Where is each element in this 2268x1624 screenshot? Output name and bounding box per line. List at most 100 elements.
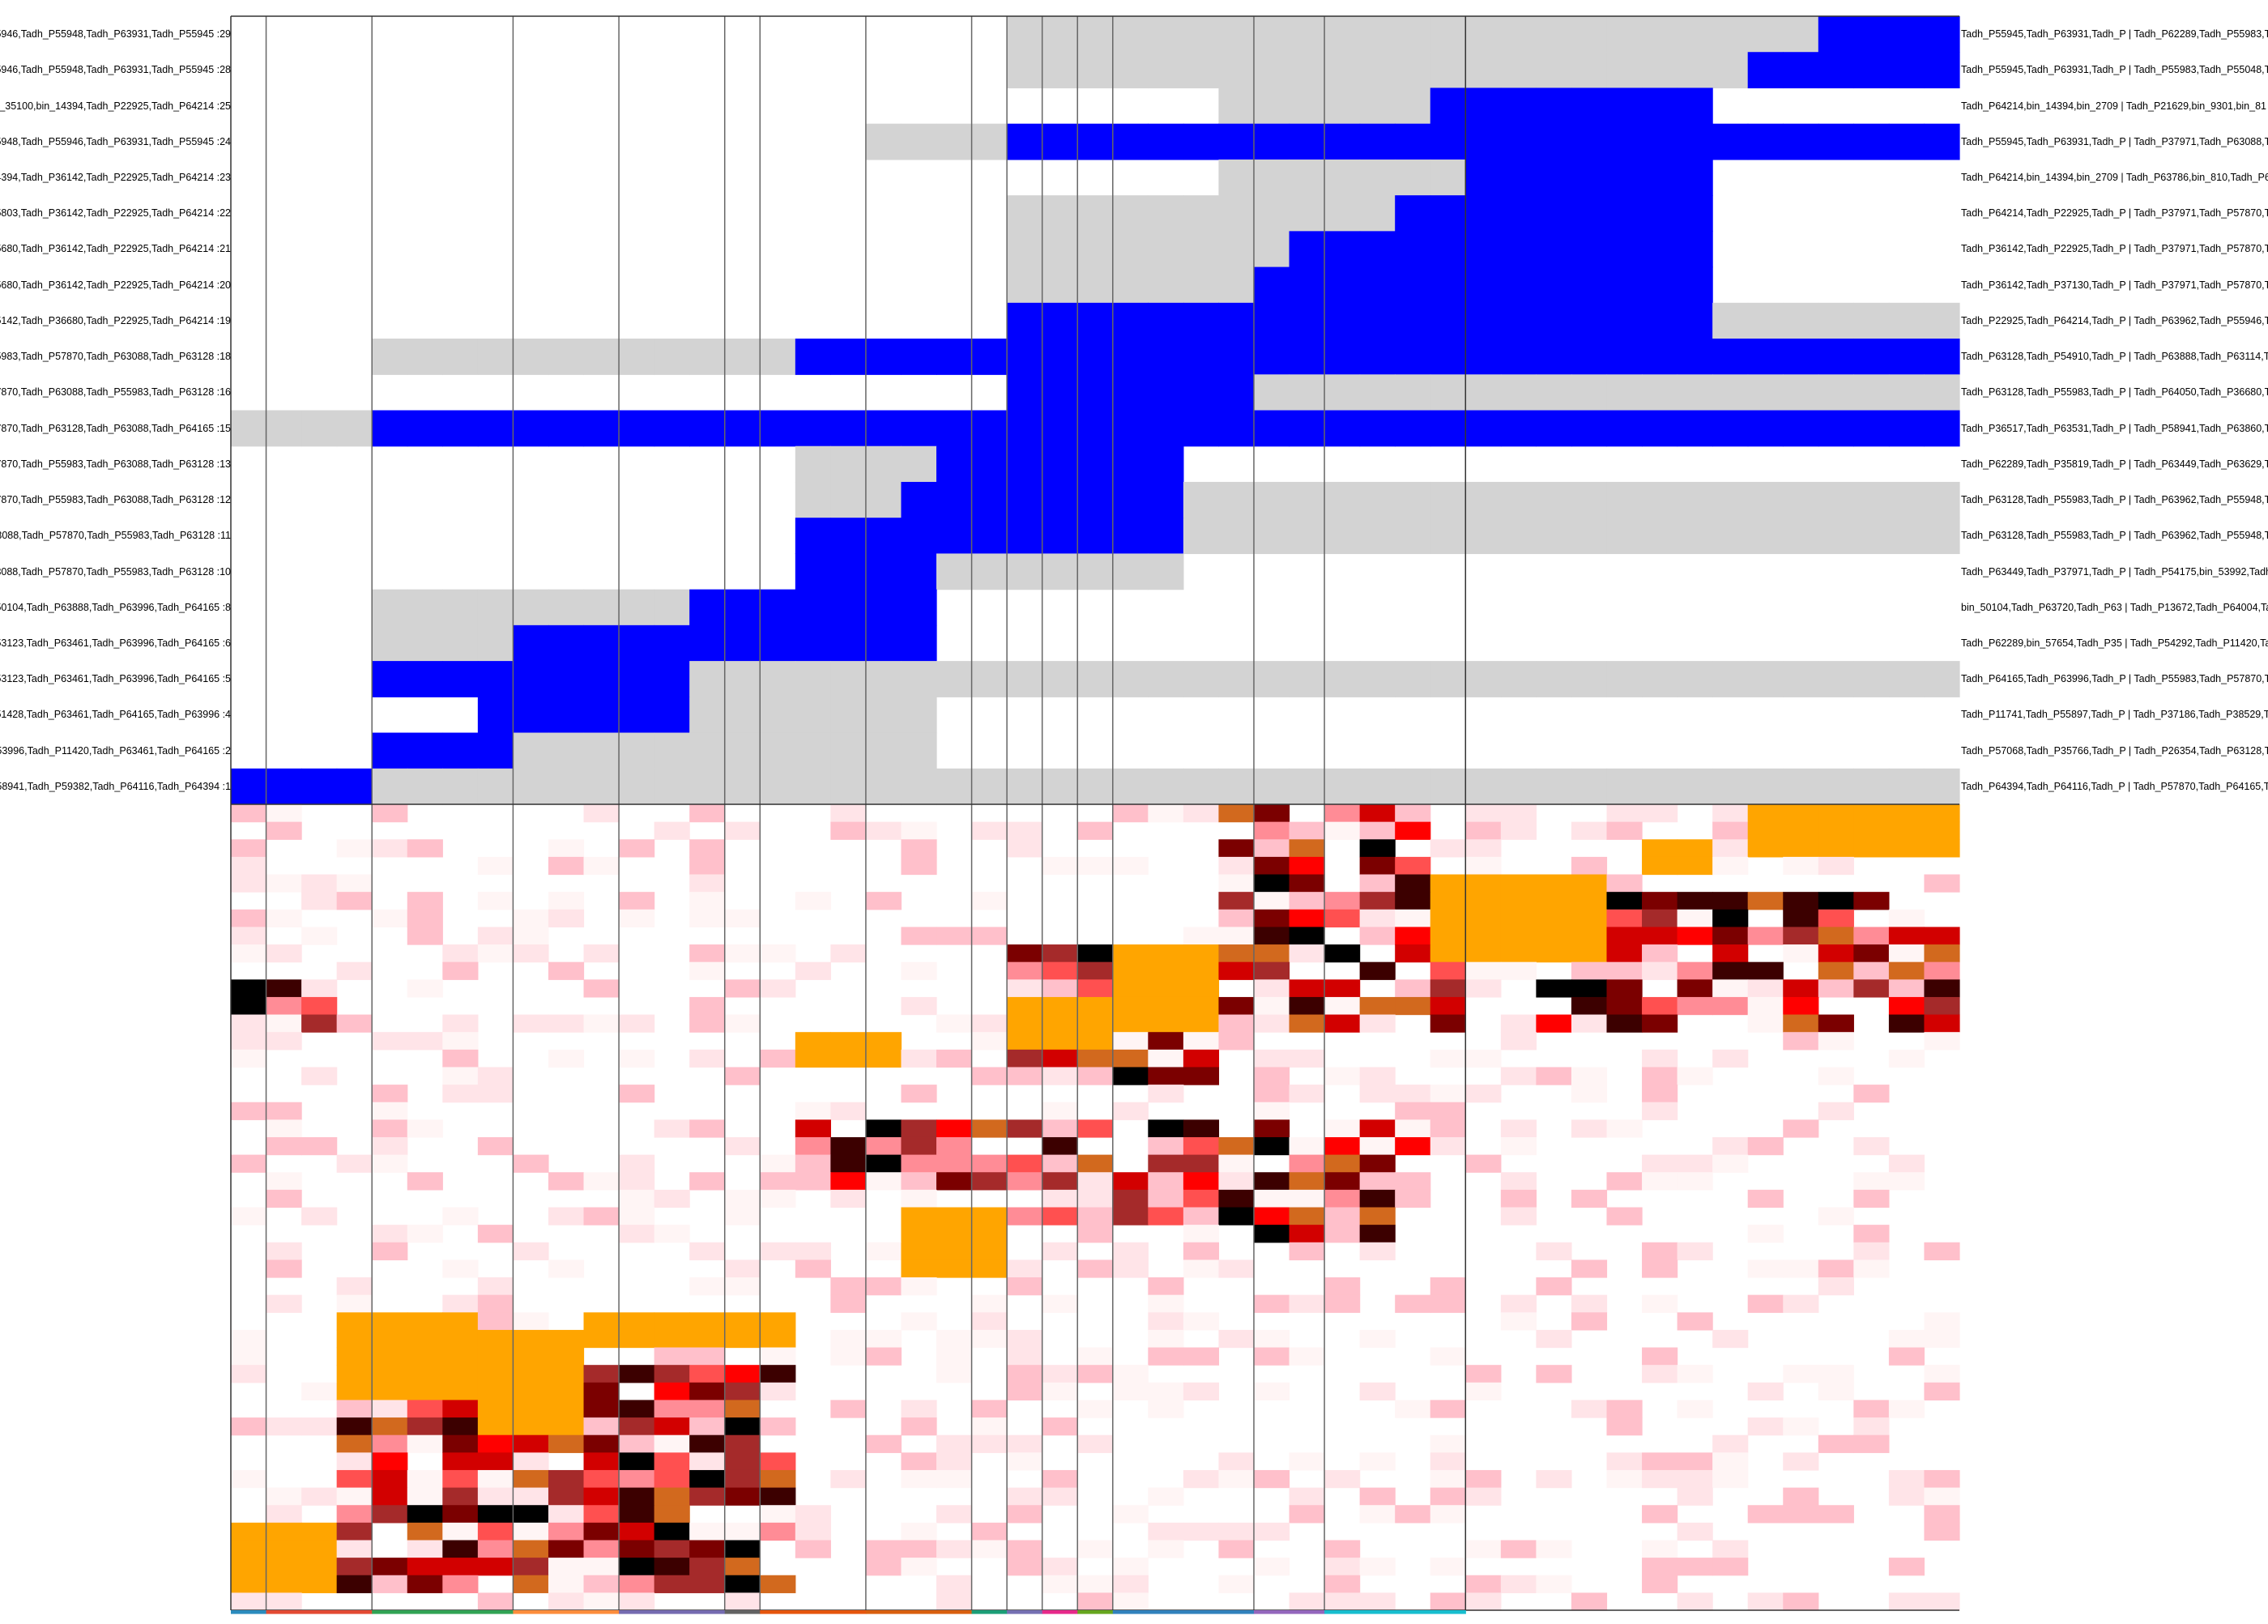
- top-cell: [1924, 481, 1960, 518]
- top-cell: [1430, 302, 1466, 339]
- top-cell: [1888, 768, 1925, 805]
- bottom-cell: [1042, 1417, 1078, 1436]
- top-cell: [1747, 52, 1784, 89]
- bottom-cell: [1677, 927, 1713, 945]
- bottom-cell: [1183, 1189, 1220, 1208]
- bottom-cell: [301, 1540, 338, 1558]
- top-cell: [1747, 339, 1784, 375]
- bottom-cell: [1077, 1260, 1114, 1278]
- bottom-cell: [1783, 927, 1819, 945]
- top-cell: [1783, 768, 1819, 805]
- bottom-cell: [1077, 1119, 1114, 1138]
- top-cell: [760, 732, 796, 769]
- top-cell: [1747, 518, 1784, 555]
- bottom-cell: [477, 892, 514, 910]
- bottom-cell: [654, 1558, 690, 1576]
- top-cell: [513, 589, 549, 626]
- bottom-cell: [477, 1487, 514, 1506]
- bottom-cell: [372, 1312, 408, 1331]
- top-cell: [901, 553, 937, 590]
- bottom-cell: [1289, 1347, 1325, 1366]
- bottom-cell: [1077, 979, 1114, 998]
- bottom-cell: [1007, 1154, 1043, 1173]
- bottom-cell: [1924, 839, 1960, 858]
- top-cell: [760, 624, 796, 662]
- bottom-cell: [1818, 804, 1854, 823]
- bottom-cell: [1395, 1294, 1431, 1313]
- row-label-right: Tadh_P55945,Tadh_P63931,Tadh_P | Tadh_P5…: [1961, 64, 2268, 76]
- bottom-cell: [1642, 839, 1678, 858]
- top-cell: [830, 481, 867, 518]
- top-cell: [1324, 266, 1361, 304]
- top-cell: [1712, 768, 1749, 805]
- bottom-cell: [689, 1277, 726, 1296]
- bottom-cell: [1077, 821, 1114, 840]
- top-cell: [1359, 768, 1396, 805]
- bottom-cell: [760, 1312, 796, 1331]
- top-cell: [865, 624, 902, 662]
- bottom-cell: [865, 1277, 902, 1296]
- bottom-cell: [231, 927, 267, 945]
- bottom-cell: [1112, 979, 1149, 998]
- bottom-cell: [760, 1347, 796, 1366]
- top-cell: [689, 624, 726, 662]
- bottom-cell: [830, 944, 867, 963]
- bottom-cell: [724, 1522, 761, 1541]
- top-cell: [1324, 481, 1361, 518]
- bottom-cell: [442, 1329, 479, 1349]
- bottom-cell: [760, 1575, 796, 1593]
- top-cell: [724, 589, 761, 626]
- bottom-cell: [301, 1067, 338, 1085]
- top-cell: [1853, 52, 1890, 89]
- bottom-cell: [231, 1154, 267, 1173]
- top-cell: [795, 481, 831, 518]
- top-cell: [1606, 374, 1643, 411]
- bottom-cell: [1888, 1487, 1925, 1506]
- bottom-cell: [901, 856, 937, 876]
- top-cell: [1677, 87, 1713, 125]
- bottom-cell: [971, 1312, 1008, 1331]
- top-cell: [1359, 339, 1396, 375]
- top-cell: [1430, 518, 1466, 555]
- bottom-cell: [1007, 1207, 1043, 1225]
- bottom-cell: [1183, 1067, 1220, 1085]
- bottom-cell: [1500, 874, 1537, 893]
- bottom-cell: [1642, 1540, 1678, 1558]
- top-cell: [1465, 410, 1502, 447]
- top-cell: [1395, 87, 1431, 125]
- bottom-cell: [1606, 961, 1643, 980]
- bottom-cell: [1465, 874, 1502, 893]
- top-cell: [1888, 481, 1925, 518]
- bottom-cell: [1395, 1102, 1431, 1120]
- bottom-cell: [689, 1540, 726, 1558]
- bottom-cell: [442, 1294, 479, 1313]
- top-cell: [1289, 410, 1325, 447]
- top-cell: [583, 732, 620, 769]
- row-label-right: Tadh_P36517,Tadh_P63531,Tadh_P | Tadh_P5…: [1961, 422, 2268, 434]
- bottom-cell: [1853, 839, 1890, 858]
- bottom-cell: [1042, 1154, 1078, 1173]
- bottom-cell: [513, 1347, 549, 1366]
- bottom-cell: [1042, 1294, 1078, 1313]
- bottom-cell: [654, 1540, 690, 1558]
- bottom-cell: [619, 892, 655, 910]
- row-label-right: Tadh_P63128,Tadh_P55983,Tadh_P | Tadh_P6…: [1961, 494, 2268, 506]
- bottom-cell: [1430, 1102, 1466, 1120]
- bottom-cell: [1642, 1347, 1678, 1366]
- bottom-cell: [936, 1207, 973, 1225]
- top-cell: [1253, 266, 1290, 304]
- bottom-cell: [865, 1172, 902, 1191]
- top-cell: [1606, 16, 1643, 53]
- bottom-cell: [619, 1189, 655, 1208]
- bottom-cell: [301, 1014, 338, 1033]
- top-cell: [1712, 481, 1749, 518]
- row-label-right: Tadh_P62289,bin_57654,Tadh_P35 | Tadh_P5…: [1961, 637, 2268, 649]
- bottom-cell: [1253, 1329, 1290, 1349]
- top-cell: [1359, 123, 1396, 160]
- top-cell: [1677, 661, 1713, 697]
- bottom-cell: [1042, 1189, 1078, 1208]
- bottom-cell: [442, 1365, 479, 1383]
- bottom-cell: [1077, 1540, 1114, 1558]
- bottom-cell: [1747, 927, 1784, 945]
- bottom-cell: [654, 1382, 690, 1401]
